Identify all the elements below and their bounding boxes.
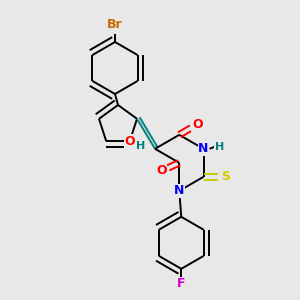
- Text: O: O: [192, 118, 202, 131]
- Text: Br: Br: [107, 17, 123, 31]
- Text: O: O: [124, 135, 135, 148]
- Text: H: H: [215, 142, 224, 152]
- Text: H: H: [136, 141, 146, 151]
- Text: N: N: [198, 142, 209, 155]
- Text: S: S: [221, 170, 230, 183]
- Text: N: N: [174, 184, 184, 197]
- Text: O: O: [156, 164, 166, 177]
- Text: F: F: [177, 277, 185, 290]
